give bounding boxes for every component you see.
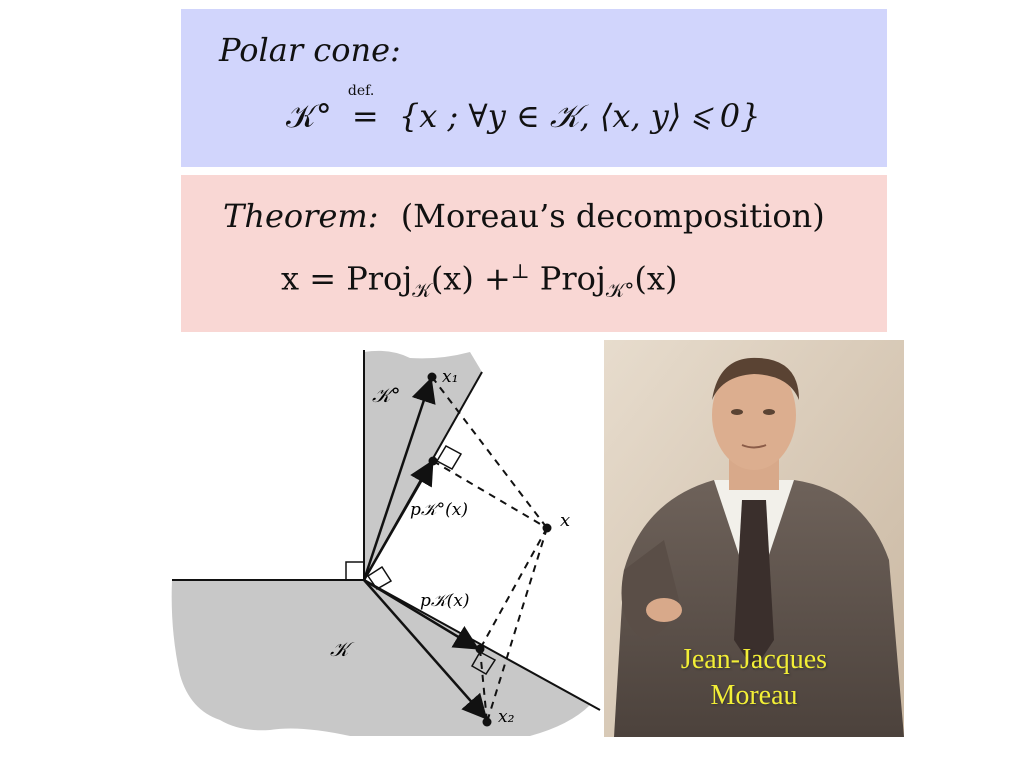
formula-end: (x) (634, 259, 678, 298)
theorem-title: Theorem: (Moreau’s decomposition) (223, 197, 825, 235)
label-p-polar: p𝒦°(x) (410, 500, 468, 520)
theorem-subtitle: (Moreau’s decomposition) (400, 197, 825, 235)
right-angle-marker (470, 650, 497, 676)
point-p-cone (475, 644, 485, 654)
formula-proj2: Proj (529, 259, 606, 298)
formula-mid: (x) + (430, 259, 511, 298)
polar-cone-heading: Polar cone: (219, 31, 401, 69)
def-label: def. (347, 83, 375, 99)
label-polar-cone: 𝒦° (372, 383, 401, 407)
point-p-polar (428, 456, 438, 466)
moreau-formula: x = Proj𝒦(x) +⊥ Proj𝒦°(x) (281, 259, 677, 302)
arrow-to-x2 (363, 579, 488, 720)
point-x (542, 523, 552, 533)
label-x1: x₁ (442, 367, 458, 387)
right-angle-marker (435, 445, 463, 470)
formula-sub-polar: 𝒦° (605, 278, 635, 303)
formula-perp: ⊥ (510, 259, 530, 283)
moreau-decomposition-figure: 𝒦° x₁ x p𝒦°(x) p𝒦(x) 𝒦 x₂ (171, 350, 601, 736)
polar-cone-definition: 𝒦° def. = {x ; ∀y ∈ 𝒦, ⟨x, y⟩ ⩽ 0} (286, 83, 761, 136)
polar-cone-lhs: 𝒦° (286, 97, 332, 135)
label-p-cone: p𝒦(x) (420, 591, 470, 611)
dashed-projection-lines (431, 376, 548, 723)
label-x: x (560, 510, 570, 531)
portrait-photo (604, 340, 904, 737)
polar-cone-set: {x ; ∀y ∈ 𝒦, ⟨x, y⟩ ⩽ 0} (398, 97, 761, 135)
point-x2 (482, 717, 492, 727)
theorem-heading: Theorem: (223, 197, 379, 235)
arrow-to-p-cone (363, 578, 480, 650)
arrow-to-x1 (362, 377, 436, 581)
arrow-to-p-polar (362, 459, 434, 581)
caption-line-2: Moreau (710, 680, 798, 711)
cone-region (171, 580, 590, 736)
photo-caption: Jean-Jacques Moreau (604, 642, 904, 714)
formula-sub-cone: 𝒦 (412, 278, 431, 303)
polar-cone-panel: Polar cone: 𝒦° def. = {x ; ∀y ∈ 𝒦, ⟨x, y… (181, 9, 887, 167)
formula-lhs: x = Proj (281, 259, 413, 298)
def-equals: def. = (348, 83, 379, 135)
point-x1 (427, 372, 437, 382)
right-angle-marker (345, 561, 365, 581)
label-x2: x₂ (498, 707, 515, 727)
caption-line-1: Jean-Jacques (680, 644, 828, 675)
theorem-panel: Theorem: (Moreau’s decomposition) x = Pr… (181, 175, 887, 332)
equals-sign: = (351, 97, 379, 135)
